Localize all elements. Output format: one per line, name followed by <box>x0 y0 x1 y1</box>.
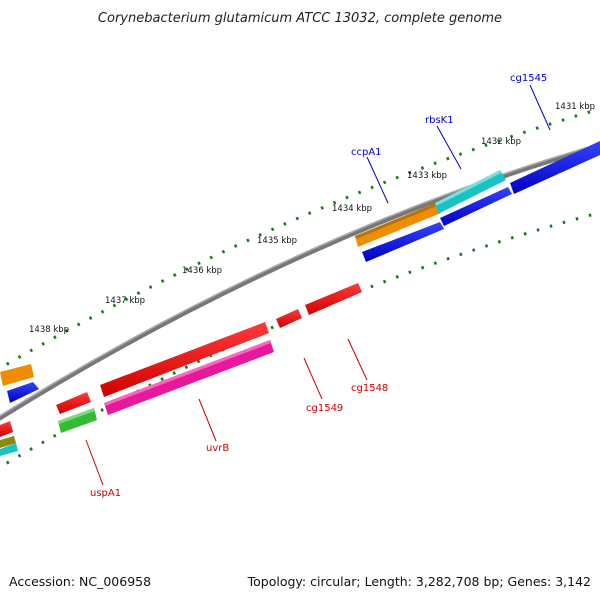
accession-text: Accession: NC_006958 <box>9 574 151 589</box>
gene-label: cg1549 <box>306 403 343 414</box>
tick-label: 1438 kbp <box>29 325 69 335</box>
inner-tick-ring <box>0 211 600 469</box>
map-title: Corynebacterium glutamicum ATCC 13032, c… <box>98 11 502 26</box>
tick-label: 1437 kbp <box>105 296 145 306</box>
reverse-features <box>0 283 362 456</box>
genome-backbone <box>0 143 600 421</box>
tick-label: 1435 kbp <box>257 236 297 246</box>
leader-lines <box>85 84 551 486</box>
gene-rbsK1 <box>440 187 512 226</box>
gene-label: uspA1 <box>90 488 121 499</box>
gene-label: rbsK1 <box>425 115 454 126</box>
genome-summary-text: Topology: circular; Length: 3,282,708 bp… <box>247 574 591 589</box>
tick-label: 1431 kbp <box>555 102 595 112</box>
gene-uvrB <box>100 322 269 397</box>
forward-features <box>0 141 600 403</box>
green-feature <box>58 408 97 433</box>
gene-cg1548 <box>305 283 362 315</box>
gene-labels: cg1545 rbsK1 ccpA1 cg1548 cg1549 uvrB us… <box>90 73 547 499</box>
orange-feature <box>355 202 441 247</box>
gene-cg1549 <box>276 309 302 328</box>
tick-labels: 1431 kbp 1432 kbp 1433 kbp 1434 kbp 1435… <box>29 102 595 335</box>
tick-label: 1436 kbp <box>182 266 222 276</box>
tick-label: 1433 kbp <box>407 171 447 181</box>
olive-feature-left <box>0 436 16 448</box>
tick-label: 1432 kbp <box>481 137 521 147</box>
gene-label: ccpA1 <box>351 147 382 158</box>
gene-ccpA1 <box>362 222 444 262</box>
gene-uspA1 <box>56 392 91 414</box>
gene-left-reverse <box>0 421 13 437</box>
cyan-feature-left <box>0 443 18 456</box>
tick-label: 1434 kbp <box>332 204 372 214</box>
gene-label: cg1545 <box>510 73 547 84</box>
magenta-feature <box>104 340 274 415</box>
gene-cg1545 <box>510 141 600 194</box>
gene-label: cg1548 <box>351 383 388 394</box>
gene-left-forward <box>7 382 39 403</box>
orange-feature-left <box>0 364 34 386</box>
gene-label: uvrB <box>206 443 229 454</box>
cyan-feature <box>435 170 506 214</box>
